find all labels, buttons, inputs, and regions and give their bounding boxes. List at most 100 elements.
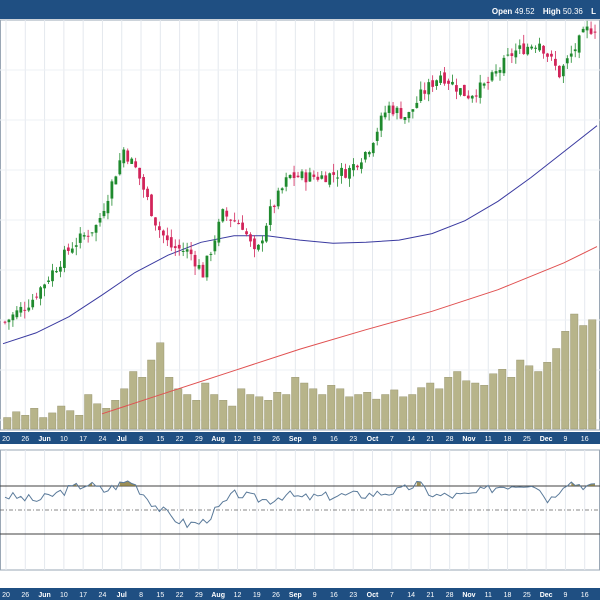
oscillator-overbought-fill <box>571 482 580 486</box>
volume-bar <box>39 417 48 430</box>
high-label: High <box>542 7 561 16</box>
candlesticks <box>3 20 597 330</box>
volume-bar <box>516 359 525 430</box>
tick-label: 24 <box>99 436 107 443</box>
tick-label: 19 <box>253 592 261 599</box>
volume-bar <box>237 388 246 430</box>
candle-body <box>470 95 474 99</box>
quote-bar: Open 49.52 High 50.36 L <box>0 0 600 19</box>
candle-body <box>173 246 177 249</box>
volume-bar <box>543 362 552 430</box>
tick-label: 19 <box>253 436 261 443</box>
candle-body <box>260 240 264 244</box>
tick-label: 8 <box>139 436 143 443</box>
candle-body <box>407 112 411 119</box>
candle-body <box>557 65 561 78</box>
candle-body <box>510 53 514 56</box>
candle-body <box>288 175 292 179</box>
candle-body <box>59 266 62 272</box>
volume-bar <box>435 388 444 430</box>
volume-bar <box>12 411 21 430</box>
candle-body <box>217 221 221 243</box>
tick-label: 25 <box>523 592 531 599</box>
candle-body <box>336 177 340 179</box>
volume-bar <box>120 388 129 430</box>
volume-bar <box>399 396 408 430</box>
candle-body <box>249 234 252 242</box>
candle-body <box>577 35 581 53</box>
oscillator-panel <box>0 480 600 535</box>
candle-body <box>185 249 189 252</box>
tick-label: Oct <box>367 592 379 599</box>
volume-bar <box>480 385 489 430</box>
volume-bars <box>3 313 597 430</box>
open-label: Open <box>491 7 513 16</box>
volume-bar <box>75 415 84 430</box>
volume-bar <box>255 396 264 430</box>
volume-bar <box>372 398 381 430</box>
tick-label: 21 <box>426 436 434 443</box>
candle-body <box>363 151 367 160</box>
candle-body <box>177 244 181 249</box>
candle-body <box>193 254 197 267</box>
candle-body <box>415 102 419 108</box>
candle-body <box>62 249 66 268</box>
candle-body <box>439 75 442 83</box>
candle-body <box>138 167 142 179</box>
tick-label: 12 <box>234 592 242 599</box>
candle-body <box>367 152 371 155</box>
tick-label: 7 <box>390 436 394 443</box>
tick-label: Sep <box>289 436 302 443</box>
candle-body <box>221 209 225 222</box>
tick-label: 24 <box>99 592 107 599</box>
tick-label: 22 <box>176 436 184 443</box>
volume-bar <box>219 400 228 430</box>
candle-body <box>455 85 458 92</box>
candle-body <box>344 169 347 178</box>
tick-label: 9 <box>563 592 567 599</box>
candle-body <box>237 223 241 225</box>
candle-body <box>280 188 284 191</box>
volume-bar <box>453 371 462 430</box>
candle-body <box>332 172 336 175</box>
candle-body <box>498 70 502 73</box>
volume-bar <box>417 387 426 430</box>
volume-bar <box>498 369 507 430</box>
candle-body <box>158 226 161 231</box>
volume-bar <box>48 412 57 430</box>
candle-body <box>565 58 569 64</box>
tick-label: Sep <box>289 592 302 599</box>
volume-bar <box>363 392 372 430</box>
oscillator-overbought-fill <box>416 481 421 486</box>
tick-label: Nov <box>462 592 475 599</box>
tick-label: 20 <box>2 592 10 599</box>
volume-bar <box>147 359 156 430</box>
volume-bar <box>282 394 291 430</box>
candle-body <box>561 65 565 77</box>
candle-body <box>328 173 332 185</box>
high-value: 50.36 <box>562 7 583 16</box>
price-date-axis: 20 26 Jun 10 17 24 Jul 8 15 22 29 Aug 12 19 26 Sep 9 16 23… <box>0 432 600 444</box>
candle-body <box>201 264 205 278</box>
volume-bar <box>570 313 579 430</box>
volume-bar <box>507 377 516 430</box>
candle-body <box>110 181 114 199</box>
tick-label: Aug <box>211 436 225 443</box>
candle-body <box>451 81 454 85</box>
candle-body <box>43 284 46 289</box>
tick-label: 12 <box>234 436 242 443</box>
tick-label: 7 <box>390 592 394 599</box>
tick-label: 9 <box>313 436 317 443</box>
candle-body <box>486 81 490 84</box>
candle-body <box>340 167 343 176</box>
volume-bar <box>579 325 588 430</box>
candle-body <box>569 53 573 57</box>
tick-label: 29 <box>195 436 203 443</box>
candle-body <box>403 116 407 121</box>
candle-body <box>118 160 122 175</box>
candle-body <box>74 245 78 247</box>
candle-body <box>66 247 70 251</box>
candle-body <box>348 167 351 179</box>
